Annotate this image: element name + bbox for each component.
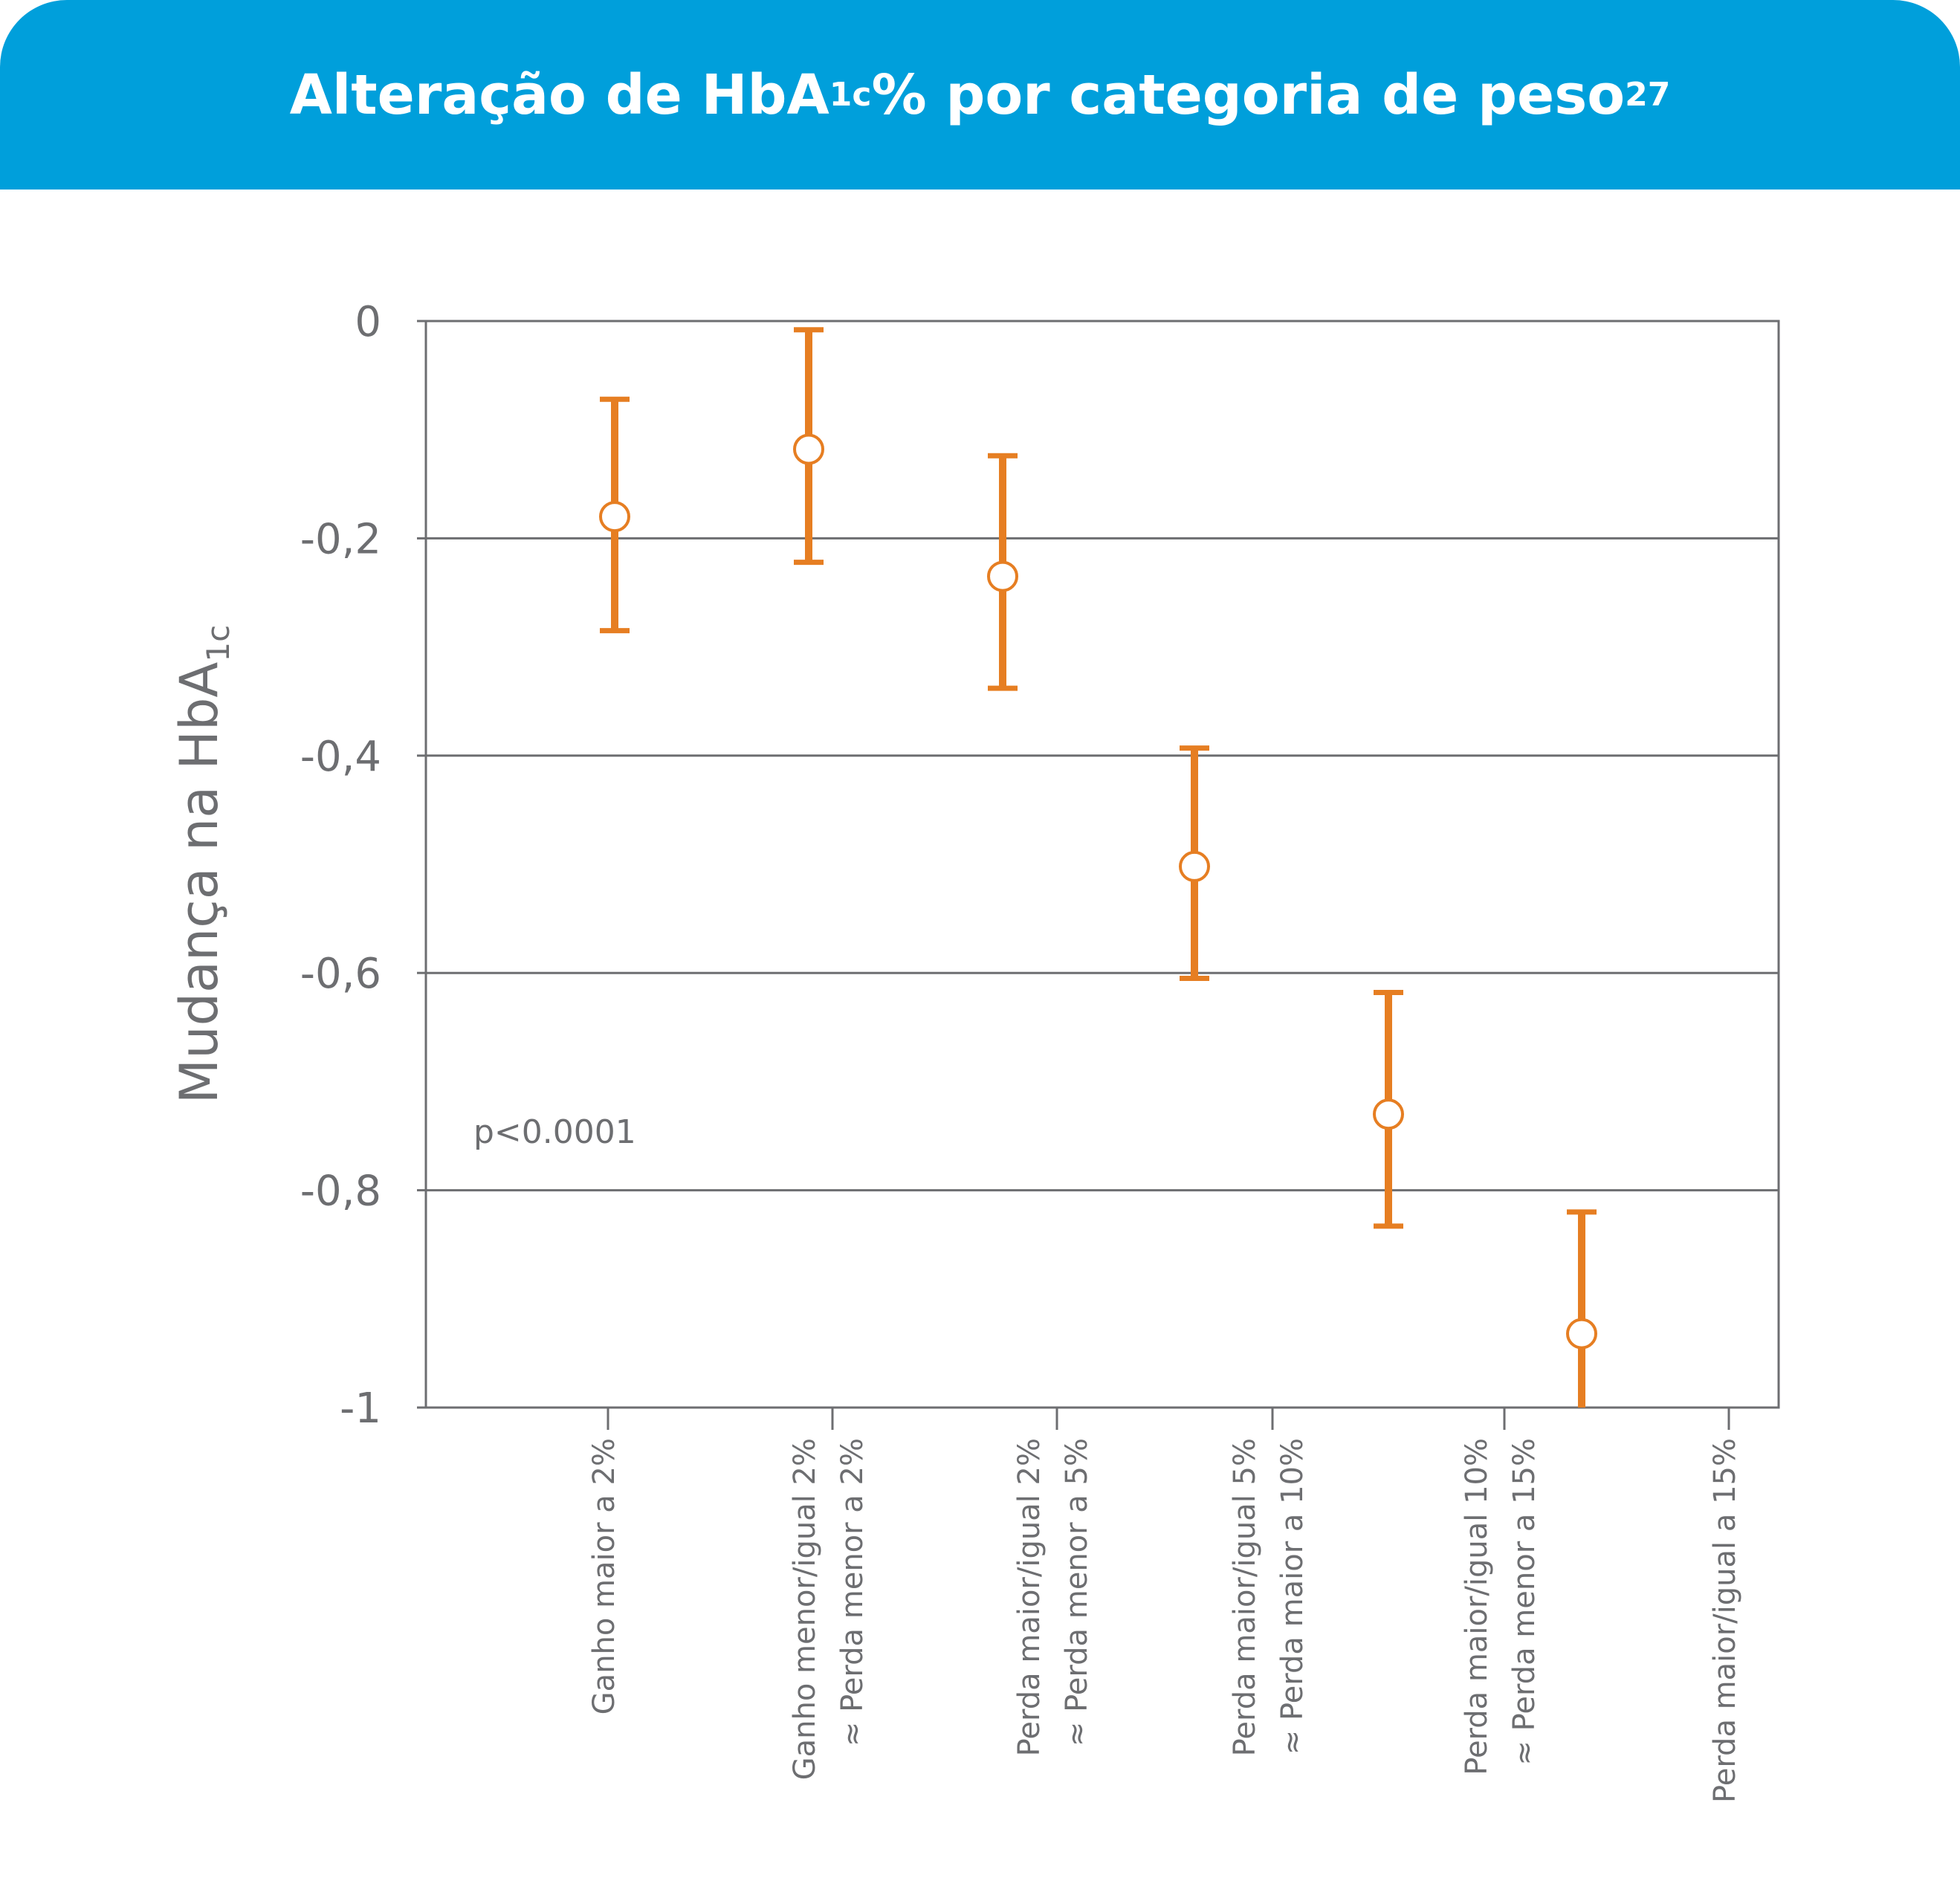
y-axis-title-subscript: 1c <box>200 625 236 662</box>
y-axis-ticks: 0 -0,2 -0,4 -0,6 -0,8 -1 <box>300 298 426 1433</box>
x-category-label: Perda maior/igual 2% ≈ Perda menor a 5% <box>1012 1438 1094 1756</box>
data-point-marker <box>1373 1098 1404 1130</box>
data-point-group <box>1566 1209 1597 1408</box>
x-category-label-line: ≈ Perda menor a 2% <box>835 1438 870 1746</box>
chart-title: Alteração de HbA 1c % por categoria de pe… <box>289 62 1671 127</box>
p-value-annotation: p<0.0001 <box>473 1113 636 1151</box>
data-point-group <box>1373 990 1404 1229</box>
chart-title-main: Alteração de HbA <box>289 62 829 127</box>
plot-area-frame <box>424 320 1780 1409</box>
data-point-group <box>793 327 824 566</box>
y-axis-title-main: Mudança na HbA <box>169 662 230 1104</box>
x-category-label-line: Ganho maior a 2% <box>587 1438 621 1714</box>
chart-header <box>0 0 1960 190</box>
chart-title-rest: % por categoria de peso <box>871 62 1626 127</box>
y-tick-label: -1 <box>340 1385 381 1433</box>
x-category-label-line: Perda maior/igual 2% <box>1012 1438 1047 1756</box>
x-category-label: Ganho menor/igual 2% ≈ Perda menor a 2% <box>788 1438 870 1780</box>
data-point-marker <box>1566 1318 1597 1350</box>
x-axis-ticks <box>607 1408 1730 1430</box>
x-category-label-line: ≈ Perda menor a 5% <box>1060 1438 1094 1746</box>
data-point-marker <box>987 560 1018 592</box>
x-category-label-line: Perda maior/igual 10% <box>1460 1438 1494 1775</box>
y-tick-label: 0 <box>355 298 381 346</box>
x-category-label-line: Ganho menor/igual 2% <box>788 1438 822 1780</box>
x-axis-category-labels: Ganho maior a 2% Ganho menor/igual 2% ≈ Pe… <box>587 1438 1742 1803</box>
x-category-label-line: ≈ Perda menor a 15% <box>1507 1438 1542 1766</box>
y-tick-label: -0,2 <box>300 515 381 563</box>
data-point-marker <box>793 433 824 465</box>
data-points <box>599 327 1597 1408</box>
y-tick-label: -0,6 <box>300 950 381 998</box>
data-point-marker <box>1179 850 1210 882</box>
x-category-label-line: Perda maior/igual 5% <box>1228 1438 1262 1756</box>
y-axis-label: Mudança na HbA1c <box>169 625 236 1104</box>
grid-layer <box>426 537 1779 1192</box>
x-category-label: Perda maior/igual 10% ≈ Perda menor a 15% <box>1460 1438 1542 1775</box>
data-point-group <box>1179 745 1210 982</box>
x-category-label-line: Perda maior/igual a 15% <box>1708 1438 1742 1803</box>
x-category-label: Ganho maior a 2% <box>587 1438 621 1714</box>
x-category-label: Perda maior/igual 5% ≈ Perda maior a 10% <box>1228 1438 1310 1756</box>
x-category-label-line: ≈ Perda maior a 10% <box>1275 1438 1310 1755</box>
y-tick-label: -0,8 <box>300 1168 381 1216</box>
data-point-marker <box>599 501 630 533</box>
y-axis-title: Mudança na HbA1c <box>169 625 236 1104</box>
x-category-label: Perda maior/igual a 15% <box>1708 1438 1742 1803</box>
y-tick-label: -0,4 <box>300 733 381 781</box>
data-point-group <box>987 453 1018 691</box>
data-point-group <box>599 396 630 634</box>
